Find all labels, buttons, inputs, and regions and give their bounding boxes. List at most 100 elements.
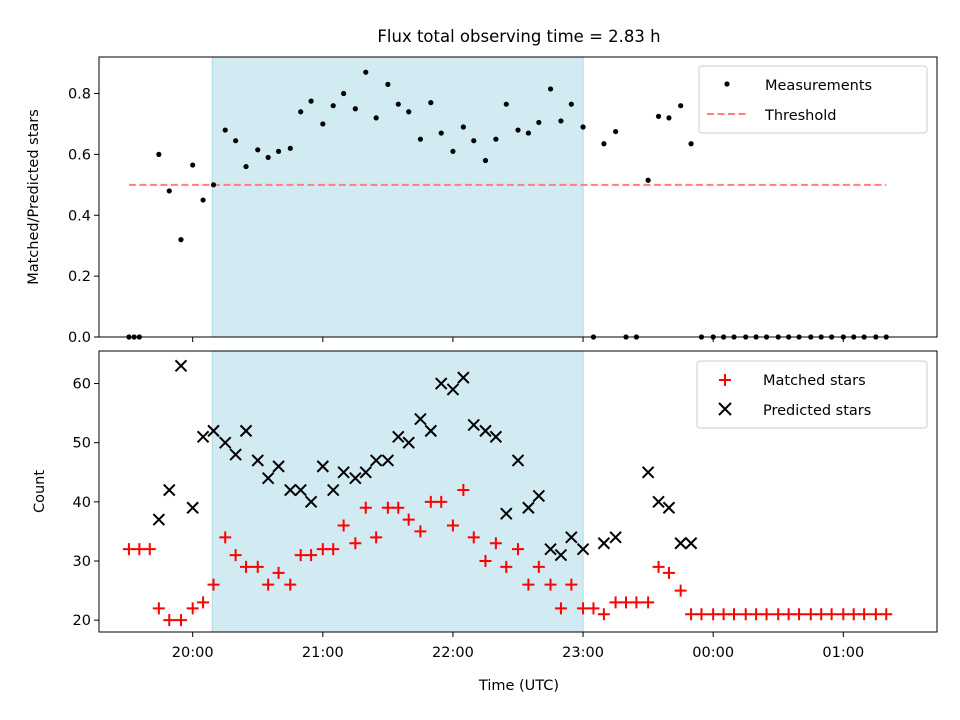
measurement-point [515,127,521,133]
matched-star-marker [174,614,187,627]
matched-star-marker [577,602,590,615]
measurement-point [450,148,456,154]
matched-star-marker [370,531,383,544]
measurement-points [126,69,889,340]
matched-star-marker [240,560,253,573]
predicted-star-marker [152,513,166,526]
measurement-point [688,141,694,147]
matched-star-marker [133,543,146,556]
predicted-star-marker [467,418,480,432]
matched-star-marker [760,608,773,621]
predicted-star-marker [565,531,578,544]
matched-star-marker [424,495,437,508]
matched-star-marker [609,596,622,609]
matched-star-marker [739,608,752,621]
measurement-point [255,147,261,153]
predicted-star-marker [511,454,525,467]
x-tick-label: 22:00 [432,645,474,661]
predicted-star-marker [239,424,253,438]
matched-star-marker [467,531,480,544]
measurement-point [275,148,282,154]
x-axis-label: Time (UTC) [478,678,559,694]
measurement-point [428,100,434,106]
y-tick-label: 0.4 [68,208,91,224]
matched-star-marker [500,560,513,573]
legend-label-matched: Matched stars [763,373,866,389]
matched-star-marker [597,608,610,621]
x-tick-label: 20:00 [172,645,214,661]
matched-star-marker [251,560,264,573]
matched-star-marker [381,501,394,514]
measurement-point [320,121,326,127]
matched-star-marker [207,578,220,591]
measurement-point [298,109,304,115]
matched-star-marker [152,602,165,615]
predicted-star-marker [207,424,220,438]
measurement-point [666,115,672,121]
y-tick-label: 0.2 [68,269,91,285]
measurement-point [580,124,586,130]
measurement-point [568,101,574,107]
measurement-point [190,162,196,168]
predicted-star-marker [219,436,232,449]
matched-star-marker [532,560,545,573]
legend-box [696,360,928,429]
legend: Measurements Threshold [698,65,928,134]
measurement-point [417,136,424,142]
matched-star-marker [197,596,210,609]
y-tick-label: 30 [73,554,91,570]
matched-star-marker [163,614,176,627]
predicted-star-marker [359,466,372,479]
matched-star-marker [750,608,763,621]
predicted-star-marker [337,466,350,479]
measurement-point [178,237,184,243]
matched-star-marker [825,608,838,621]
predicted-star-marker [392,430,405,443]
matched-star-marker [815,608,828,621]
measurement-point [482,157,489,164]
measurement-point [438,130,444,136]
matched-star-marker [143,543,156,556]
measurement-point [558,118,564,124]
matched-star-marker [685,608,698,621]
matched-star-marker [402,513,415,526]
matched-star-marker [457,484,470,497]
y-axis-ticks: 20 30 40 50 60 [73,377,99,629]
predicted-star-marker [327,483,340,497]
y-tick-label: 50 [73,436,91,452]
matched-star-marker [620,596,633,609]
predicted-star-marker [316,460,330,473]
predicted-star-marker [457,371,470,384]
measurement-point [678,103,684,109]
matched-star-marker [880,608,893,621]
x-axis-ticks: 20:00 21:00 22:00 23:00 00:00 01:00 [172,632,864,661]
predicted-star-marker [576,542,590,556]
matched-star-marker [392,501,405,514]
predicted-star-markers [152,359,698,562]
predicted-star-marker [272,460,285,473]
measurement-point [645,177,651,183]
matched-star-marker [414,525,427,538]
measurement-point [601,141,607,147]
predicted-star-marker [522,501,535,514]
measurement-point [308,98,314,104]
matched-star-marker [565,578,578,591]
predicted-star-marker [229,448,242,461]
predicted-star-marker [489,430,503,443]
predicted-star-marker [544,542,557,556]
x-tick-label: 00:00 [692,645,734,661]
predicted-star-marker [186,501,199,514]
matched-star-marker [793,608,806,621]
count-panel: 20 30 40 50 60 20:00 21:00 22:00 23:00 00:00 01:0… [32,350,938,694]
measurement-point [156,151,162,157]
predicted-star-marker [261,471,275,485]
predicted-star-marker [424,424,438,438]
predicted-star-marker [414,412,427,426]
plot-frame [98,350,938,633]
predicted-star-marker [381,454,395,467]
matched-star-marker [858,608,871,621]
measurement-point [373,115,379,121]
predicted-star-marker [304,495,318,509]
measurement-point [363,69,369,75]
